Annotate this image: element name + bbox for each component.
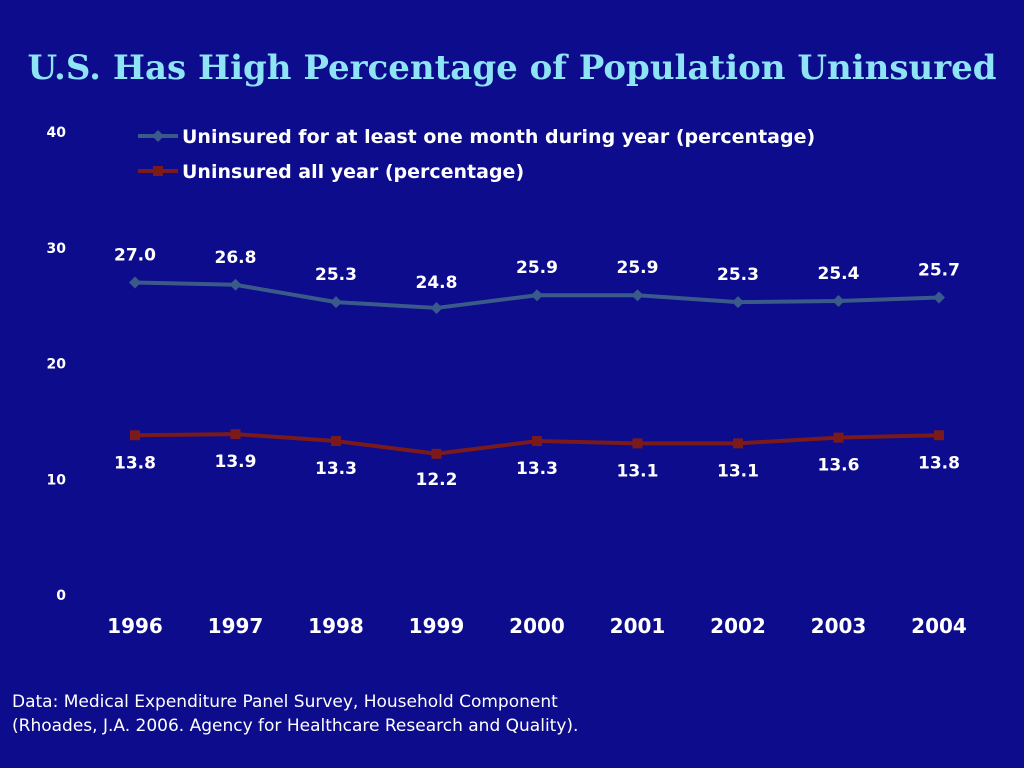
data-label: 27.0 — [114, 245, 156, 265]
line-chart: 0 10 20 30 40 Uninsured for at least one mon… — [47, 125, 967, 638]
legend: Uninsured for at least one month during … — [138, 126, 815, 183]
data-point — [230, 429, 241, 440]
x-tick-label: 1998 — [308, 614, 364, 638]
data-label: 25.3 — [315, 265, 357, 285]
data-label: 13.6 — [818, 456, 860, 476]
data-label: 26.8 — [215, 248, 257, 268]
x-tick-label: 1997 — [208, 614, 264, 638]
data-label: 12.2 — [416, 470, 458, 490]
data-point — [229, 278, 242, 291]
legend-marker — [152, 130, 164, 142]
data-point — [632, 438, 643, 449]
x-tick-label: 1999 — [409, 614, 465, 638]
x-axis-ticks: 1996 1997 1998 1999 2000 2001 2002 2003 2004 — [107, 614, 967, 638]
data-point — [732, 296, 744, 309]
data-point — [934, 430, 944, 441]
y-tick-label: 30 — [47, 241, 67, 257]
data-point — [832, 294, 845, 307]
data-point — [532, 436, 542, 447]
data-point — [330, 296, 342, 309]
legend-marker — [153, 166, 163, 176]
data-point — [129, 276, 141, 289]
data-point — [833, 432, 844, 443]
data-label: 13.3 — [516, 459, 558, 479]
data-label: 25.9 — [617, 258, 659, 278]
data-label: 25.7 — [918, 261, 960, 281]
data-label: 25.4 — [818, 264, 860, 284]
data-point — [331, 436, 341, 447]
data-label: 13.3 — [315, 459, 357, 479]
data-label: 13.8 — [114, 453, 156, 473]
data-label: 24.8 — [416, 273, 458, 293]
data-label: 13.1 — [717, 461, 759, 481]
x-tick-label: 2003 — [811, 614, 867, 638]
legend-label: Uninsured all year (percentage) — [182, 161, 524, 183]
data-label: 13.8 — [918, 453, 960, 473]
x-tick-label: 2000 — [509, 614, 565, 638]
source-line-2: (Rhoades, J.A. 2006. Agency for Healthca… — [12, 716, 579, 736]
data-point — [933, 291, 945, 304]
data-point — [733, 438, 743, 449]
data-label: 25.3 — [717, 265, 759, 285]
y-tick-label: 10 — [47, 472, 67, 488]
data-point — [631, 289, 644, 302]
y-axis-ticks: 0 10 20 30 40 — [47, 125, 67, 604]
x-tick-label: 2002 — [710, 614, 766, 638]
chart-title: U.S. Has High Percentage of Population U… — [27, 48, 997, 88]
data-point — [531, 289, 543, 302]
y-tick-label: 20 — [47, 357, 67, 373]
data-label: 13.1 — [617, 461, 659, 481]
x-tick-label: 1996 — [107, 614, 163, 638]
y-tick-label: 40 — [47, 125, 67, 141]
y-tick-label: 0 — [56, 588, 66, 604]
source-note: Data: Medical Expenditure Panel Survey, … — [12, 690, 578, 738]
data-label: 13.9 — [215, 452, 257, 472]
series-layer: 27.0 26.8 25.3 24.8 25.9 25.9 25.3 25.4 25.7 13.8… — [114, 245, 960, 489]
x-tick-label: 2004 — [911, 614, 967, 638]
data-point — [430, 301, 443, 314]
legend-label: Uninsured for at least one month during … — [182, 126, 815, 148]
source-line-1: Data: Medical Expenditure Panel Survey, … — [12, 692, 558, 712]
data-point — [431, 448, 442, 459]
x-tick-label: 2001 — [610, 614, 666, 638]
data-label: 25.9 — [516, 258, 558, 278]
data-point — [130, 430, 140, 441]
